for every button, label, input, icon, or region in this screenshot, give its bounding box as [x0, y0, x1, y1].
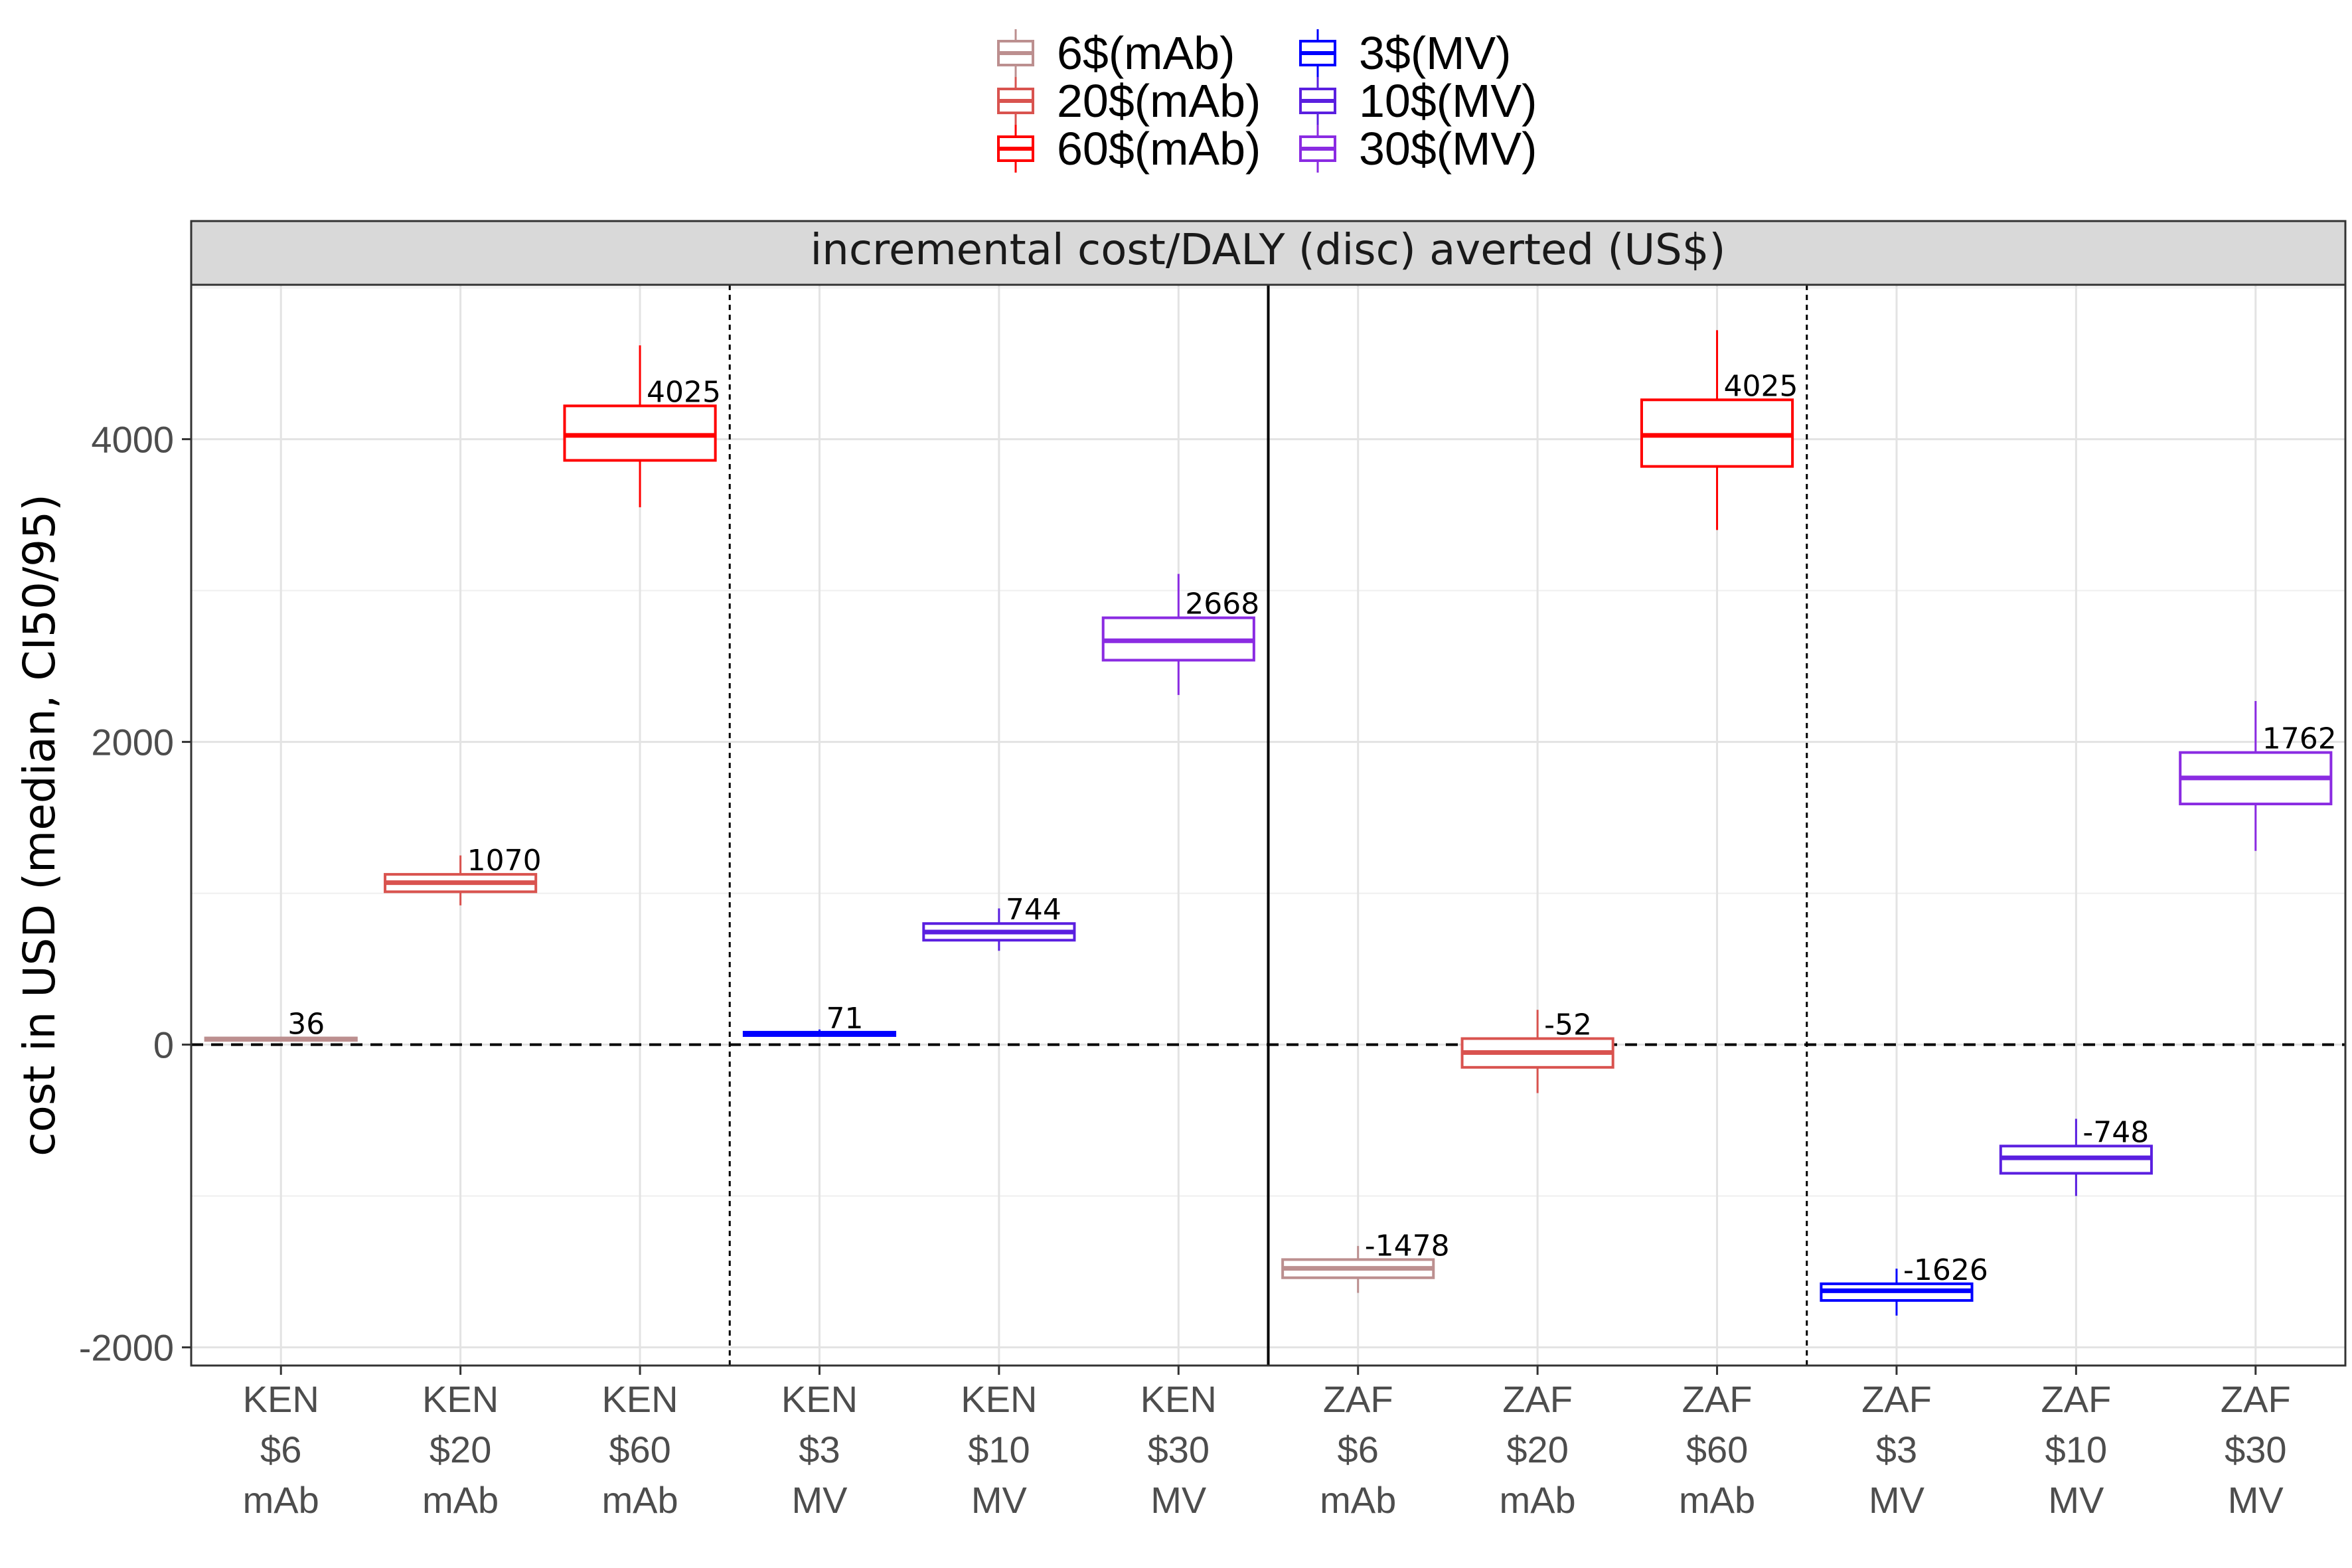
legend-item: 60$(mAb) [997, 123, 1261, 175]
x-tick-label: KEN $20 mAb [422, 1378, 499, 1521]
x-tick-label-line: ZAF [1861, 1378, 1932, 1420]
x-tick-label-line: KEN [422, 1378, 499, 1420]
boxplots: 36 1070 4025 71 744 2668 -1478 -52 4025 -1626 -748… [204, 330, 2337, 1316]
legend-label: 20$(mAb) [1057, 75, 1261, 127]
x-tick-label-line: $30 [1148, 1429, 1210, 1470]
x-tick-label-line: KEN [961, 1378, 1037, 1420]
x-tick-label-line: ZAF [2041, 1378, 2111, 1420]
x-tick-label-line: MV [2048, 1479, 2104, 1521]
boxplot: 4025 [1640, 330, 1798, 530]
boxplot: 4025 [563, 345, 721, 508]
x-tick-label-line: mAb [1679, 1479, 1755, 1521]
x-tick-label: ZAF $10 MV [2041, 1378, 2111, 1521]
x-tick-label-line: KEN [243, 1378, 319, 1420]
x-tick-label: KEN $30 MV [1140, 1378, 1217, 1521]
x-tick-label-line: mAb [1500, 1479, 1576, 1521]
x-tick-label: KEN $10 MV [961, 1378, 1037, 1521]
data-label: 4025 [647, 375, 721, 409]
legend-item: 10$(MV) [1299, 75, 1537, 127]
boxplot: -748 [1999, 1115, 2153, 1196]
y-tick-label: 2000 [91, 722, 174, 763]
panel-dividers [728, 285, 1808, 1366]
x-tick-label-line: ZAF [1323, 1378, 1393, 1420]
x-tick-label-line: $3 [1876, 1429, 1917, 1470]
strip-background [190, 220, 2347, 286]
x-tick-label-line: $10 [2045, 1429, 2107, 1470]
x-tick-label-line: KEN [1140, 1378, 1217, 1420]
legend-item: 6$(mAb) [997, 27, 1235, 79]
x-tick-label-line: $20 [430, 1429, 491, 1470]
x-tick-label-line: $10 [968, 1429, 1030, 1470]
x-tick-label-line: MV [971, 1479, 1028, 1521]
legend-label: 60$(mAb) [1057, 123, 1261, 175]
x-tick-label: KEN $60 mAb [601, 1378, 678, 1521]
data-label: -1626 [1903, 1253, 1988, 1287]
data-label: 1070 [467, 844, 542, 878]
x-tick-label-line: mAb [601, 1479, 678, 1521]
x-tick-label-line: KEN [781, 1378, 858, 1420]
x-tick-label: ZAF $30 MV [2221, 1378, 2291, 1521]
plot-panel-border [190, 283, 2347, 1367]
legend-item: 3$(MV) [1299, 27, 1511, 79]
x-tick-label-line: ZAF [1502, 1378, 1573, 1420]
y-tick-label: 0 [153, 1024, 174, 1066]
y-tick-label: 4000 [91, 419, 174, 461]
x-tick-label-line: MV [1869, 1479, 1925, 1521]
x-axis: KEN $6 mAb KEN $20 mAb KEN $60 mAb KEN $3 MV KEN $10 M… [243, 1366, 2291, 1521]
boxplot: 36 [204, 1008, 358, 1042]
x-tick-label-line: MV [2228, 1479, 2284, 1521]
x-tick-label-line: ZAF [1682, 1378, 1753, 1420]
strip-title: incremental cost/DALY (disc) averted (US… [811, 226, 1726, 275]
data-label: 1762 [2262, 722, 2337, 756]
data-label: -52 [1544, 1008, 1592, 1042]
x-tick-label-line: ZAF [2221, 1378, 2291, 1420]
legend-label: 6$(mAb) [1057, 27, 1235, 79]
x-tick-label: KEN $3 MV [781, 1378, 858, 1521]
x-tick-label-line: MV [791, 1479, 848, 1521]
x-tick-label-line: $30 [2225, 1429, 2286, 1470]
boxplot: 2668 [1101, 574, 1259, 695]
x-tick-label-line: $20 [1506, 1429, 1568, 1470]
x-tick-label: ZAF $20 mAb [1500, 1378, 1576, 1521]
y-axis-title: cost in USD (median, CI50/95) [14, 494, 65, 1156]
x-tick-label-line: mAb [422, 1479, 499, 1521]
legend: 6$(mAb)20$(mAb)60$(mAb) 3$(MV)10$(MV)30$(… [997, 27, 1537, 175]
boxplot: -1626 [1820, 1253, 1988, 1316]
y-tick-label: -2000 [79, 1327, 174, 1369]
boxplot: 71 [742, 1002, 897, 1037]
data-label: -1478 [1365, 1229, 1450, 1263]
data-label: -748 [2082, 1115, 2149, 1149]
legend-label: 3$(MV) [1359, 27, 1511, 79]
data-label: 71 [826, 1002, 863, 1036]
data-label: 36 [287, 1008, 325, 1042]
x-tick-label-line: $3 [799, 1429, 840, 1470]
x-tick-label-line: mAb [243, 1479, 319, 1521]
legend-label: 30$(MV) [1359, 123, 1537, 175]
x-tick-label: ZAF $6 mAb [1320, 1378, 1396, 1521]
y-axis: -2000 0 2000 4000 [79, 419, 191, 1369]
x-tick-label-line: mAb [1320, 1479, 1396, 1521]
boxplot: 1070 [384, 844, 542, 905]
legend-item: 20$(mAb) [997, 75, 1261, 127]
x-tick-label: ZAF $60 mAb [1679, 1378, 1755, 1521]
x-tick-label: KEN $6 mAb [243, 1378, 319, 1521]
boxplot: 744 [922, 893, 1076, 951]
legend-item: 30$(MV) [1299, 123, 1537, 175]
x-tick-label-line: $60 [1686, 1429, 1748, 1470]
x-tick-label-line: $60 [609, 1429, 670, 1470]
boxplot: -1478 [1281, 1229, 1450, 1293]
x-tick-label-line: MV [1150, 1479, 1207, 1521]
data-label: 2668 [1185, 588, 1259, 621]
boxplot: -52 [1460, 1008, 1614, 1093]
legend-label: 10$(MV) [1359, 75, 1537, 127]
data-label: 4025 [1724, 369, 1798, 403]
data-label: 744 [1006, 893, 1061, 927]
x-tick-label: ZAF $3 MV [1861, 1378, 1932, 1521]
x-tick-label-line: $6 [260, 1429, 301, 1470]
x-tick-label-line: $6 [1338, 1429, 1379, 1470]
x-tick-label-line: KEN [601, 1378, 678, 1420]
boxplot: 1762 [2179, 701, 2337, 851]
